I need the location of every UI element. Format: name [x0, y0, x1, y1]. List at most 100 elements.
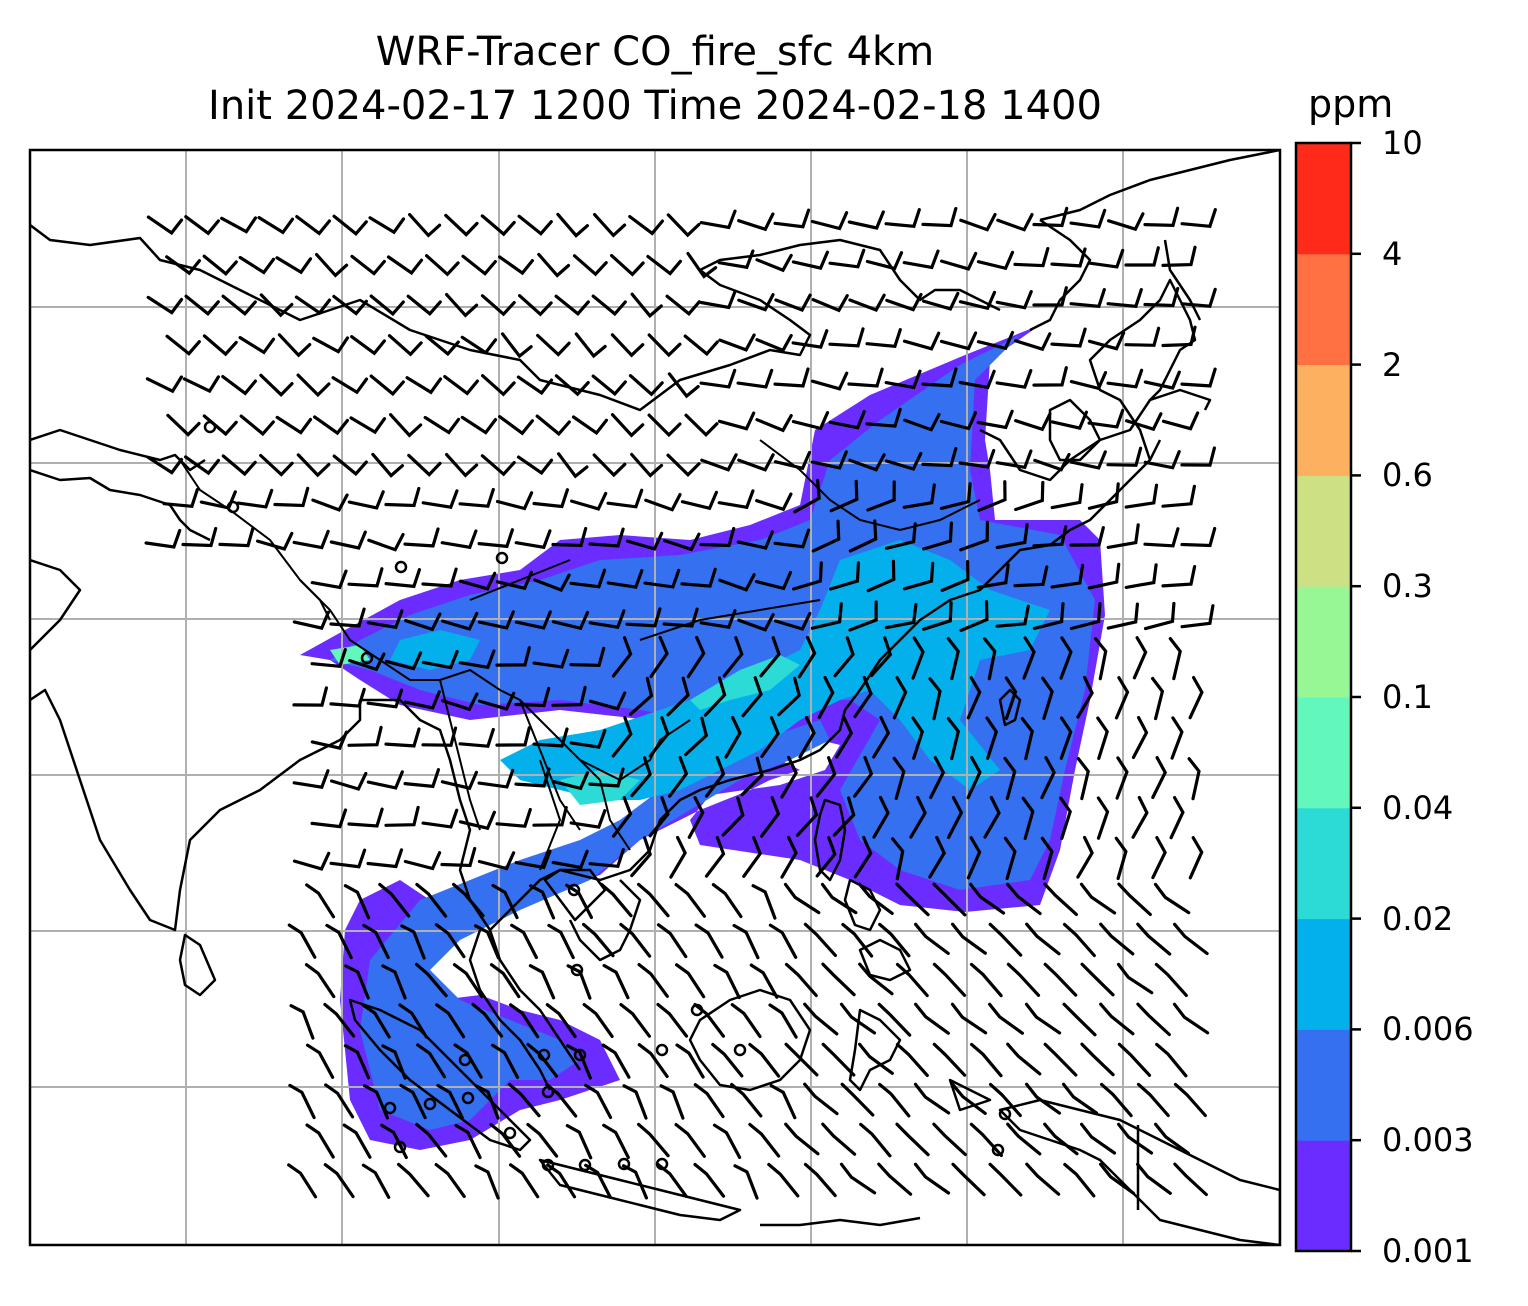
map-title-line2: Init 2024-02-17 1200 Time 2024-02-18 140… [208, 83, 1102, 129]
calm-marker [617, 1157, 631, 1171]
wind-barb [535, 414, 571, 437]
wind-barb [588, 767, 625, 788]
wind-barb [387, 334, 423, 357]
wind-barb [1087, 408, 1125, 429]
wind-barb [477, 528, 514, 549]
wind-barb [1099, 922, 1135, 956]
wind-barb [760, 796, 781, 838]
wind-barb [184, 455, 220, 476]
wind-barb [498, 255, 534, 276]
wind-barb [1059, 636, 1073, 680]
wind-barb [1059, 796, 1072, 840]
wind-barb [593, 213, 627, 238]
wind-barb [532, 727, 569, 748]
wind-barb [1043, 1122, 1079, 1156]
wind-barb [878, 1082, 911, 1118]
wind-barb [532, 488, 569, 509]
wind-barb [966, 756, 982, 800]
wind-barb [1114, 676, 1130, 720]
wind-barb [1025, 922, 1061, 956]
wind-barb [969, 962, 1003, 998]
wind-barb [693, 1162, 726, 1198]
wind-barb [287, 1163, 318, 1199]
wind-barb [1006, 1122, 1042, 1156]
wind-barb [292, 610, 330, 630]
wind-barb [184, 215, 220, 236]
wind-barb [606, 569, 644, 589]
wind-barb [791, 250, 829, 270]
wind-barb [1124, 483, 1159, 509]
wind-barb [841, 922, 874, 958]
colorbar-tick-label: 10 [1382, 124, 1423, 162]
wind-barb [518, 294, 553, 317]
colorbar-segment [1296, 1029, 1351, 1141]
wind-barb [940, 560, 970, 592]
wind-barb [495, 570, 533, 591]
wind-barb [656, 1163, 688, 1198]
wind-barb [704, 756, 726, 798]
wind-barb [637, 963, 669, 998]
wind-barb [145, 375, 183, 394]
wind-barb [547, 923, 575, 960]
wind-barb [840, 1082, 875, 1117]
wind-barb [514, 529, 552, 550]
wind-barb [754, 570, 793, 591]
wind-barb [848, 453, 886, 472]
wind-barb [256, 531, 294, 551]
wind-barb [257, 216, 295, 235]
wind-barb [730, 1082, 763, 1118]
wind-barb [680, 490, 718, 511]
wind-barb [348, 652, 386, 672]
wind-barb [610, 413, 645, 438]
wind-barb [637, 882, 670, 918]
wind-barb [347, 725, 383, 747]
wind-barb [384, 805, 420, 827]
wind-barb [1062, 922, 1096, 958]
wind-barb [694, 923, 724, 959]
wind-barb [369, 294, 405, 317]
wind-barb [591, 374, 627, 397]
wind-barb [666, 676, 690, 717]
wind-barb [853, 756, 874, 798]
wind-barb [877, 1002, 912, 1037]
wind-barb [1006, 882, 1042, 916]
wind-barb [312, 336, 350, 354]
wind-barb [1161, 484, 1196, 508]
wind-barb [1032, 366, 1068, 387]
wind-barb [1020, 717, 1034, 761]
map-frame [28, 148, 1282, 1247]
wind-barb [749, 963, 779, 999]
wind-barb [570, 491, 608, 511]
wind-barb [932, 882, 967, 917]
wind-barb [400, 924, 426, 960]
wind-barb [361, 1003, 391, 1039]
wind-barb [516, 455, 554, 476]
wind-barb [474, 1084, 500, 1120]
wind-barb [361, 1163, 391, 1199]
wind-barb [803, 1002, 839, 1036]
wind-barb [403, 851, 442, 871]
wind-barb [913, 1082, 951, 1115]
wind-barb [288, 1083, 316, 1120]
wind-barb [440, 770, 478, 791]
wind-barb [712, 1123, 742, 1159]
wind-barb [885, 292, 923, 312]
wind-barb [289, 1004, 315, 1040]
wind-barb [884, 369, 922, 390]
wind-barb [611, 796, 633, 838]
wind-barb [932, 1042, 967, 1077]
colorbar-unit: ppm [1308, 82, 1394, 126]
wind-barb [460, 335, 498, 355]
wind-barb [551, 685, 587, 707]
wind-barb [220, 216, 258, 234]
wind-barb [332, 454, 368, 477]
wind-barb [517, 214, 553, 236]
wind-barb [331, 376, 369, 395]
colorbar-tick-label: 0.04 [1382, 788, 1454, 827]
wind-barb [711, 1042, 744, 1078]
wind-barb [1117, 1122, 1154, 1155]
wind-barb [514, 767, 551, 788]
wind-barb [1151, 836, 1167, 880]
wind-barb [711, 883, 743, 919]
wind-barb [832, 796, 856, 837]
